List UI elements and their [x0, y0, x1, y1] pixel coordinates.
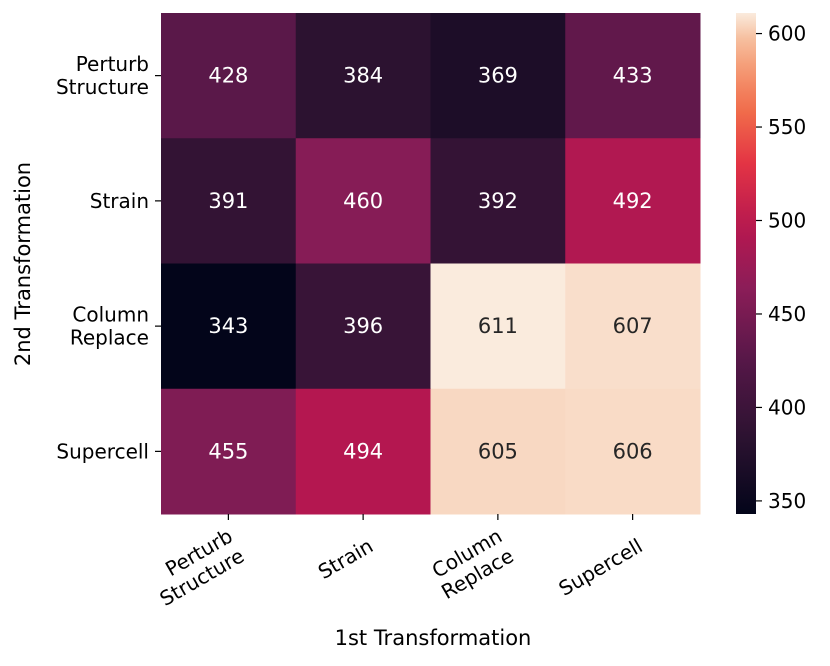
x-tick-label-group: Strain	[314, 534, 377, 584]
heatmap-cell	[430, 138, 566, 264]
cell-value-label: 396	[343, 314, 383, 338]
heatmap-cell	[161, 138, 297, 264]
colorbar-tick-label: 500	[768, 209, 806, 233]
cell-value-label: 460	[343, 189, 383, 213]
cell-value-label: 492	[613, 189, 653, 213]
heatmap-cell	[565, 138, 701, 264]
cell-value-label: 455	[208, 439, 248, 463]
y-tick-label: Strain	[90, 189, 149, 213]
heatmap-cell	[430, 13, 566, 139]
y-tick-label: Column	[72, 303, 149, 327]
heatmap-cell	[295, 138, 431, 264]
y-tick-label: Perturb	[76, 52, 149, 76]
x-tick-label: Strain	[314, 534, 377, 584]
cell-value-label: 428	[208, 64, 248, 88]
colorbar: 350 400 450 500 550 600	[736, 13, 806, 514]
y-tick-label: Replace	[70, 326, 149, 350]
heatmap-cell	[161, 13, 297, 139]
cell-value-label: 605	[478, 439, 518, 463]
cell-value-label: 343	[208, 314, 248, 338]
colorbar-tick-label: 600	[768, 22, 806, 46]
heatmap-cell	[161, 263, 297, 390]
cell-value-label: 611	[478, 314, 518, 338]
heatmap-cell	[295, 13, 431, 139]
colorbar-tick-label: 350	[768, 489, 806, 513]
y-tick-label: Structure	[56, 75, 149, 99]
colorbar-tick-label: 450	[768, 302, 806, 326]
cell-value-label: 606	[613, 439, 653, 463]
y-tick-label: Supercell	[56, 439, 149, 463]
x-axis-title: 1st Transformation	[335, 626, 532, 650]
cell-value-label: 494	[343, 439, 383, 463]
heatmap-cell	[161, 388, 297, 515]
heatmap-cell	[565, 388, 701, 515]
heatmap-cell	[565, 263, 701, 390]
cell-value-label: 433	[613, 64, 653, 88]
y-axis-title: 2nd Transformation	[11, 162, 35, 366]
colorbar-tick-label: 400	[768, 395, 806, 419]
cell-value-label: 391	[208, 189, 248, 213]
heatmap-cell	[295, 388, 431, 515]
heatmap-cell	[295, 263, 431, 390]
x-tick-label-group: Supercell	[554, 534, 646, 601]
cell-value-label: 369	[478, 64, 518, 88]
cell-value-label: 384	[343, 64, 383, 88]
heatmap-cell	[430, 388, 566, 515]
cell-value-label: 392	[478, 189, 518, 213]
x-tick-label: Supercell	[554, 534, 646, 601]
colorbar-ticks: 350 400 450 500 550 600	[756, 22, 806, 513]
heatmap-cells: 428 384 369 433 391 460 392 492 343 396 611 607 455 4…	[161, 13, 701, 515]
colorbar-gradient	[736, 13, 756, 514]
cell-value-label: 607	[613, 314, 653, 338]
heatmap-cell	[430, 263, 566, 390]
heatmap-cell	[565, 13, 701, 139]
colorbar-tick-label: 550	[768, 115, 806, 139]
